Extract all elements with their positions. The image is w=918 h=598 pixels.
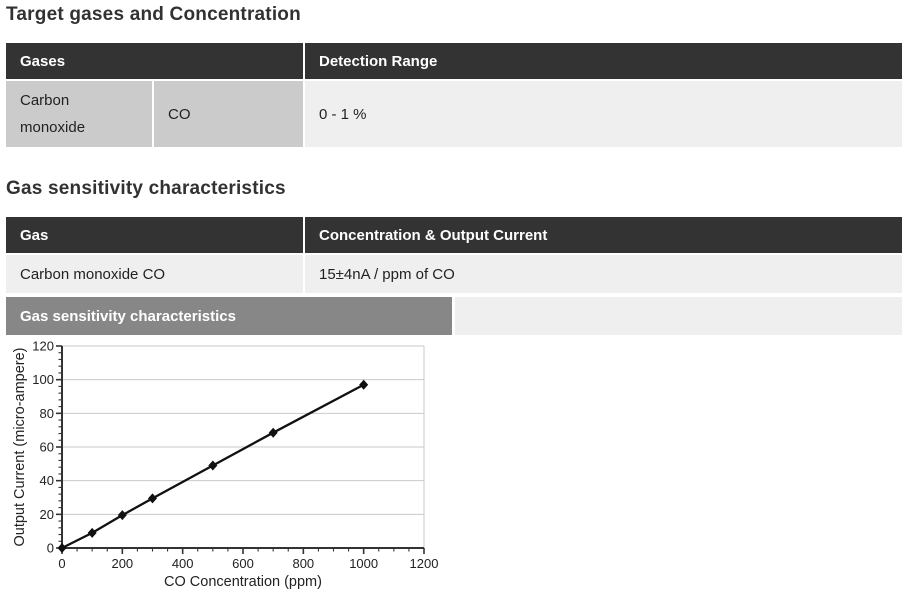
y-axis-label: Output Current (micro-ampere) bbox=[12, 347, 28, 546]
y-tick-label: 100 bbox=[32, 372, 54, 387]
x-tick-label: 1200 bbox=[410, 556, 439, 571]
x-tick-label: 600 bbox=[232, 556, 254, 571]
chart-banner-row: Gas sensitivity characteristics bbox=[6, 297, 902, 335]
x-tick-label: 0 bbox=[58, 556, 65, 571]
y-tick-label: 60 bbox=[40, 440, 54, 455]
x-tick-label: 800 bbox=[292, 556, 314, 571]
cell-detection-range: 0 - 1 % bbox=[305, 81, 902, 147]
data-point-marker bbox=[359, 379, 369, 390]
x-axis-label: CO Concentration (ppm) bbox=[164, 574, 322, 590]
header-cell-concentration-output: Concentration & Output Current bbox=[305, 217, 902, 253]
sensitivity-chart-container: 0 200 400 600 800 1000 1200 0 20 40 60 80 100 120 CO C… bbox=[8, 337, 902, 598]
y-tick-label: 120 bbox=[32, 339, 54, 354]
cell-gas-symbol: CO bbox=[154, 81, 303, 147]
gas-sensitivity-table: Gas Concentration & Output Current Carbo… bbox=[6, 217, 902, 293]
target-gases-table: Gases Detection Range Carbon monoxide CO… bbox=[6, 43, 902, 147]
data-point-marker bbox=[268, 427, 278, 438]
gas-sensitivity-heading: Gas sensitivity characteristics bbox=[6, 178, 286, 199]
data-point-marker bbox=[87, 527, 97, 538]
x-tick-label: 400 bbox=[172, 556, 194, 571]
table-row: Carbon monoxide CO 15±4nA / ppm of CO bbox=[6, 255, 902, 293]
x-tick-label: 200 bbox=[111, 556, 133, 571]
target-gases-table-header: Gases Detection Range bbox=[6, 43, 902, 79]
x-tick-label: 1000 bbox=[349, 556, 378, 571]
gas-sensitivity-table-header: Gas Concentration & Output Current bbox=[6, 217, 902, 253]
y-tick-label: 40 bbox=[40, 473, 54, 488]
target-gases-heading: Target gases and Concentration bbox=[6, 4, 301, 25]
y-tick-label: 20 bbox=[40, 507, 54, 522]
cell-gas-name: Carbon monoxide bbox=[6, 81, 152, 147]
data-point-marker bbox=[117, 510, 127, 521]
gas-name-text: Carbon monoxide bbox=[20, 92, 86, 136]
header-cell-gases: Gases bbox=[6, 43, 303, 79]
chart-banner-label: Gas sensitivity characteristics bbox=[6, 297, 452, 335]
data-point-marker bbox=[57, 543, 67, 553]
cell-gas: Carbon monoxide CO bbox=[6, 255, 303, 293]
sensitivity-chart: 0 200 400 600 800 1000 1200 0 20 40 60 80 100 120 CO C… bbox=[12, 339, 439, 591]
cell-concentration-value: 15±4nA / ppm of CO bbox=[305, 255, 902, 293]
header-cell-detection-range: Detection Range bbox=[305, 43, 902, 79]
y-tick-label: 80 bbox=[40, 406, 54, 421]
data-point-marker bbox=[208, 460, 218, 471]
y-tick-label: 0 bbox=[47, 541, 54, 556]
chart-banner-filler bbox=[455, 297, 902, 335]
data-point-marker bbox=[148, 493, 157, 504]
table-row: Carbon monoxide CO 0 - 1 % bbox=[6, 81, 902, 147]
header-cell-gas: Gas bbox=[6, 217, 303, 253]
